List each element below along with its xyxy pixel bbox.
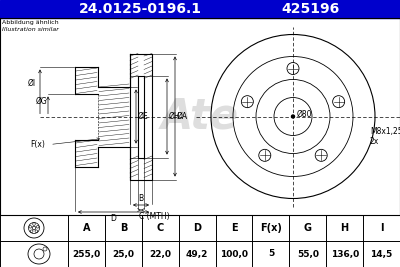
- Text: C (MTH): C (MTH): [139, 212, 170, 221]
- Text: G: G: [304, 223, 312, 233]
- Text: 55,0: 55,0: [297, 249, 319, 258]
- Text: ØA: ØA: [176, 112, 188, 121]
- Text: E: E: [231, 223, 237, 233]
- Circle shape: [292, 115, 294, 118]
- Text: 425196: 425196: [281, 2, 339, 16]
- Text: 136,0: 136,0: [330, 249, 359, 258]
- Text: A: A: [83, 223, 90, 233]
- Text: 25,0: 25,0: [112, 249, 134, 258]
- Bar: [0, 0, 400, 18]
- Text: ØE: ØE: [138, 112, 148, 121]
- Text: 5: 5: [268, 249, 274, 258]
- Text: 49,2: 49,2: [186, 249, 208, 258]
- Text: M8x1,25
2x: M8x1,25 2x: [370, 127, 400, 146]
- Text: D: D: [110, 214, 116, 223]
- Text: B: B: [120, 223, 127, 233]
- Text: ØG: ØG: [36, 96, 48, 105]
- Text: F(x): F(x): [260, 223, 282, 233]
- Text: 22,0: 22,0: [149, 249, 171, 258]
- Text: F(x): F(x): [30, 140, 45, 149]
- Text: I: I: [380, 223, 383, 233]
- Text: 100,0: 100,0: [220, 249, 248, 258]
- Text: 255,0: 255,0: [72, 249, 100, 258]
- Text: Illustration similar: Illustration similar: [2, 27, 59, 32]
- Text: B: B: [138, 194, 144, 203]
- Text: D: D: [193, 223, 201, 233]
- Text: ØI: ØI: [28, 79, 36, 88]
- Text: 24.0125-0196.1: 24.0125-0196.1: [78, 2, 202, 16]
- Text: ØH: ØH: [168, 112, 180, 121]
- Text: H: H: [341, 223, 349, 233]
- Text: Ø80: Ø80: [297, 110, 312, 119]
- Text: Abbildung ähnlich: Abbildung ähnlich: [2, 20, 59, 25]
- Text: Ate: Ate: [161, 96, 239, 138]
- Text: 14,5: 14,5: [370, 249, 393, 258]
- Text: C: C: [156, 223, 164, 233]
